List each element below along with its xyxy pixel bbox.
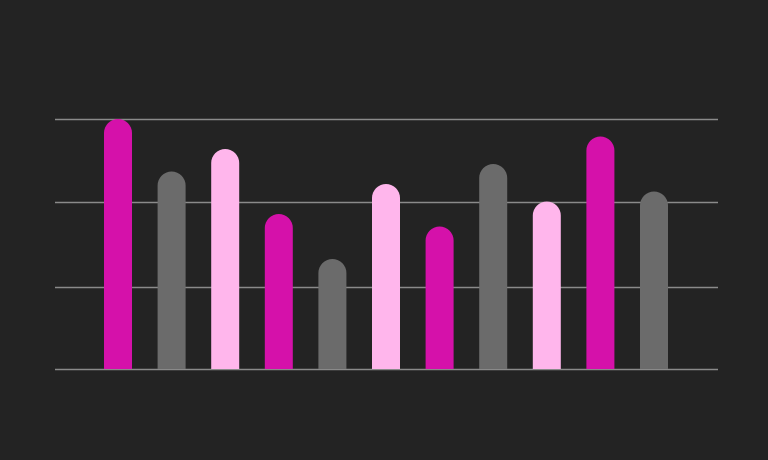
bar-6 <box>372 184 400 369</box>
bar-10 <box>586 136 615 369</box>
bar-9 <box>532 201 561 369</box>
bar-4 <box>264 214 293 369</box>
bar-8 <box>479 164 508 369</box>
bar-1 <box>104 119 132 369</box>
bar-3 <box>211 149 240 369</box>
bar-11 <box>640 191 668 369</box>
bar-2 <box>157 171 186 369</box>
bar-5 <box>318 259 347 369</box>
bar-7 <box>425 226 454 369</box>
bars <box>104 119 668 369</box>
